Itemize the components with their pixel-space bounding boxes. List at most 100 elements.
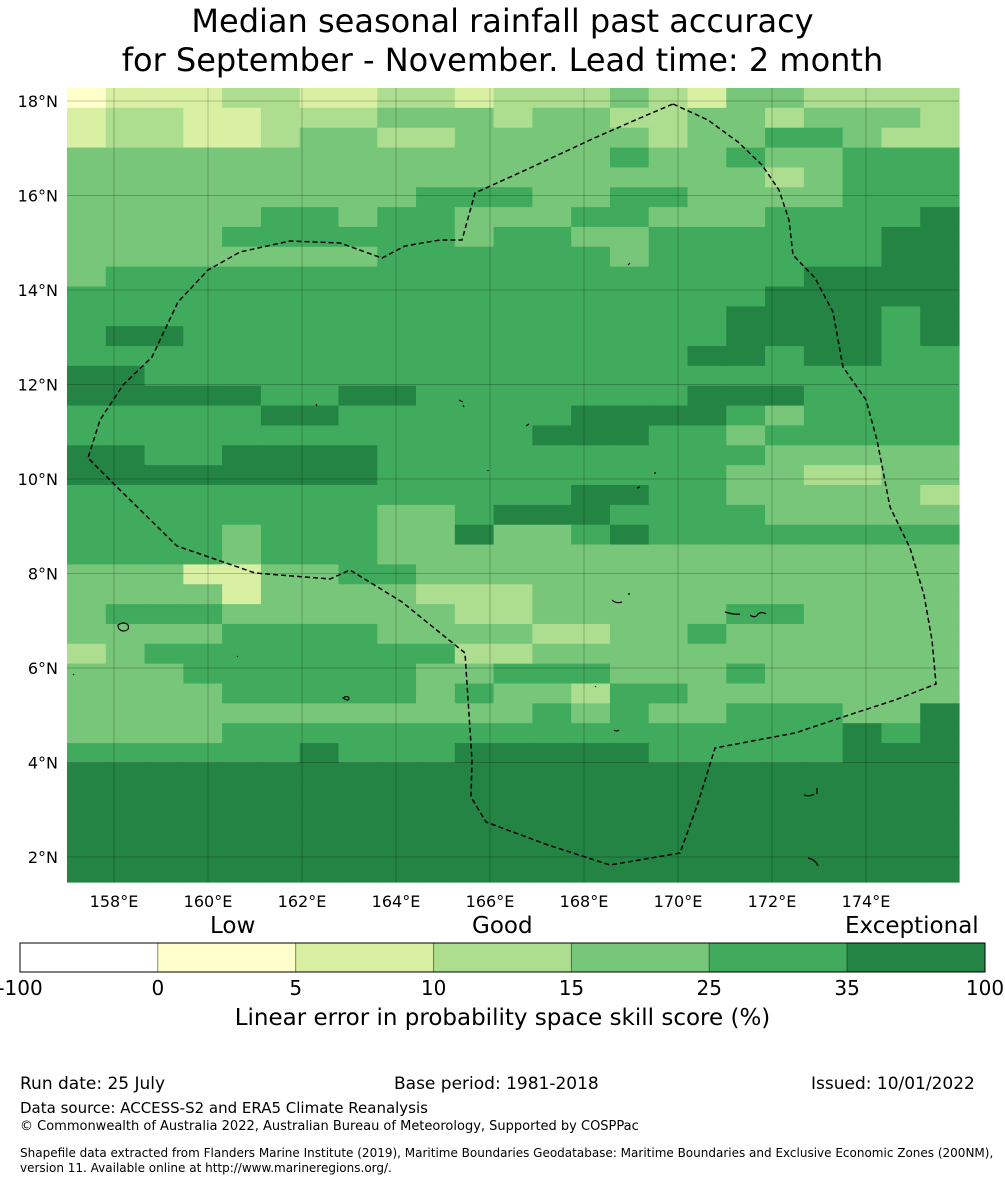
grid-cell bbox=[803, 703, 844, 724]
grid-cell bbox=[222, 604, 262, 625]
grid-cell bbox=[493, 127, 533, 149]
grid-cell bbox=[144, 504, 184, 526]
grid-cell bbox=[803, 306, 844, 327]
grid-cell bbox=[222, 445, 262, 466]
grid-cell bbox=[377, 842, 417, 863]
grid-cell bbox=[338, 802, 378, 824]
grid-cell bbox=[144, 226, 184, 248]
grid-cell bbox=[67, 703, 107, 724]
grid-cell bbox=[532, 604, 572, 625]
grid-cell bbox=[532, 246, 572, 268]
latitude-tick-label: 10°N bbox=[18, 470, 58, 489]
grid-cell bbox=[144, 663, 184, 685]
grid-cell bbox=[687, 405, 727, 427]
grid-cell bbox=[377, 326, 417, 347]
grid-cell bbox=[338, 723, 378, 744]
grid-cell bbox=[222, 127, 262, 149]
grid-cell bbox=[105, 524, 146, 546]
grid-cell bbox=[222, 107, 262, 129]
grid-cell bbox=[144, 286, 184, 307]
grid-cell bbox=[67, 762, 107, 784]
grid-cell bbox=[920, 683, 960, 704]
grid-cell bbox=[454, 743, 495, 764]
grid-cell bbox=[222, 326, 262, 347]
grid-cell bbox=[648, 286, 689, 307]
grid-cell bbox=[803, 107, 844, 129]
grid-cell bbox=[338, 107, 378, 129]
grid-cell bbox=[299, 365, 340, 387]
grid-cell bbox=[765, 226, 805, 248]
grid-cell bbox=[183, 107, 223, 129]
grid-cell bbox=[183, 663, 223, 685]
grid-cell bbox=[881, 663, 921, 685]
grid-cell bbox=[67, 524, 107, 546]
grid-cell bbox=[454, 862, 495, 883]
colorbar-swatch bbox=[433, 942, 572, 973]
grid-cell bbox=[881, 862, 921, 883]
grid-cell bbox=[726, 544, 766, 565]
grid-cell bbox=[377, 683, 417, 704]
grid-cell bbox=[260, 286, 301, 307]
grid-cell bbox=[687, 306, 727, 327]
grid-cell bbox=[648, 584, 689, 605]
grid-cell bbox=[842, 346, 883, 367]
grid-cell bbox=[222, 246, 262, 268]
grid-cell bbox=[532, 643, 572, 665]
grid-cell bbox=[687, 663, 727, 685]
grid-cell bbox=[416, 623, 456, 645]
grid-cell bbox=[532, 623, 572, 645]
grid-cell bbox=[144, 802, 184, 824]
grid-cell bbox=[416, 842, 456, 863]
grid-cell bbox=[493, 147, 533, 168]
grid-cell bbox=[222, 723, 262, 744]
data-source: Data source: ACCESS-S2 and ERA5 Climate … bbox=[20, 1099, 428, 1117]
grid-cell bbox=[493, 107, 533, 129]
grid-cell bbox=[803, 862, 844, 883]
grid-cell bbox=[726, 623, 766, 645]
grid-cell bbox=[183, 485, 223, 506]
grid-cell bbox=[260, 187, 301, 208]
grid-cell bbox=[105, 623, 146, 645]
grid-cell bbox=[881, 346, 921, 367]
grid-cell bbox=[493, 584, 533, 605]
grid-cell bbox=[881, 167, 921, 188]
grid-cell bbox=[299, 385, 340, 407]
grid-cell bbox=[765, 107, 805, 129]
grid-cell bbox=[803, 365, 844, 387]
grid-cell bbox=[881, 743, 921, 764]
grid-cell bbox=[726, 604, 766, 625]
grid-cell bbox=[67, 465, 107, 486]
grid-cell bbox=[920, 246, 960, 268]
grid-cell bbox=[648, 167, 689, 188]
grid-cell bbox=[687, 544, 727, 565]
grid-cell bbox=[687, 842, 727, 863]
grid-cell bbox=[571, 564, 611, 585]
grid-cell bbox=[765, 723, 805, 744]
grid-cell bbox=[571, 842, 611, 863]
grid-cell bbox=[67, 544, 107, 565]
grid-cell bbox=[726, 584, 766, 605]
grid-cell bbox=[803, 822, 844, 843]
grid-cell bbox=[881, 445, 921, 466]
grid-cell bbox=[377, 723, 417, 744]
shapefile-credit: Shapefile data extracted from Flanders M… bbox=[20, 1146, 993, 1176]
grid-cell bbox=[726, 445, 766, 466]
grid-cell bbox=[260, 167, 301, 188]
grid-cell bbox=[183, 405, 223, 427]
grid-cell bbox=[222, 425, 262, 446]
grid-cell bbox=[299, 584, 340, 605]
grid-cell bbox=[454, 643, 495, 665]
grid-cell bbox=[881, 207, 921, 228]
grid-cell bbox=[842, 326, 883, 347]
grid-cell bbox=[881, 385, 921, 407]
grid-cell bbox=[377, 187, 417, 208]
grid-cell bbox=[183, 167, 223, 188]
grid-cell bbox=[648, 703, 689, 724]
grid-cell bbox=[183, 306, 223, 327]
grid-cell bbox=[920, 286, 960, 307]
colorbar-tick-label: 10 bbox=[421, 976, 446, 998]
grid-cell bbox=[881, 842, 921, 863]
grid-cell bbox=[222, 564, 262, 585]
grid-cell bbox=[454, 604, 495, 625]
grid-cell bbox=[67, 862, 107, 883]
